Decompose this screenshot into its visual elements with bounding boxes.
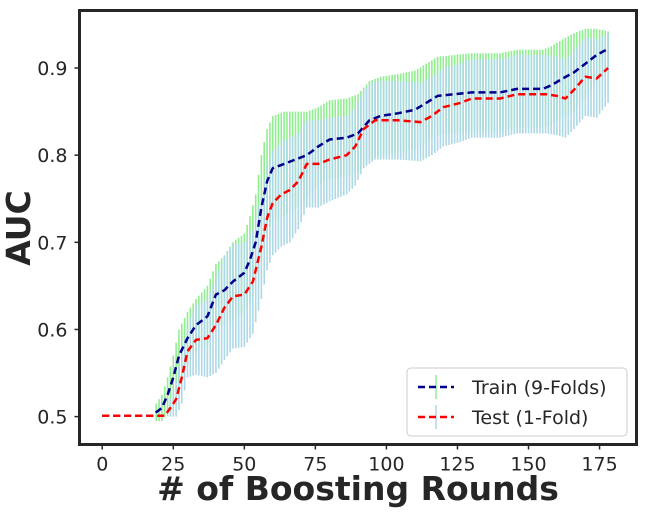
y-axis-ticks: 0.5 0.6 0.7 0.8 0.9 bbox=[37, 58, 80, 429]
series-lines-layer bbox=[102, 47, 609, 417]
legend-box bbox=[406, 367, 628, 437]
series-line-train bbox=[102, 47, 609, 417]
y-tick-label-2: 0.7 bbox=[37, 232, 67, 254]
x-tick-label-25: 25 bbox=[161, 454, 185, 476]
x-tick-label-150: 150 bbox=[510, 454, 546, 476]
y-tick-label-3: 0.8 bbox=[37, 145, 67, 167]
series-line-test bbox=[102, 67, 609, 417]
plot-frame bbox=[78, 9, 638, 446]
legend: Train (9-Folds) Test (1-Fold) bbox=[406, 367, 628, 437]
y-tick-label-1: 0.6 bbox=[37, 319, 67, 341]
x-tick-label-0: 0 bbox=[96, 454, 108, 476]
y-tick-label-0: 0.5 bbox=[37, 407, 67, 429]
legend-test-label: Test (1-Fold) bbox=[471, 407, 588, 429]
legend-train-label: Train (9-Folds) bbox=[471, 377, 607, 399]
x-tick-label-175: 175 bbox=[581, 454, 617, 476]
x-tick-label-125: 125 bbox=[439, 454, 475, 476]
x-tick-label-75: 75 bbox=[303, 454, 327, 476]
x-axis-label: # of Boosting Rounds bbox=[157, 469, 559, 508]
y-axis-label: AUC bbox=[0, 190, 38, 266]
y-tick-label-4: 0.9 bbox=[37, 58, 67, 80]
x-tick-label-50: 50 bbox=[232, 454, 256, 476]
x-axis-ticks: 0 25 50 75 100 125 150 175 bbox=[96, 444, 618, 476]
x-tick-label-100: 100 bbox=[368, 454, 404, 476]
